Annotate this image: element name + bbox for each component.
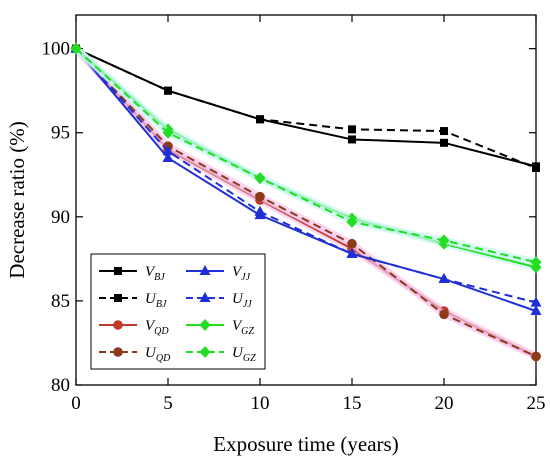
data-point — [530, 305, 542, 315]
series-line — [75, 47, 537, 304]
plot-frame — [75, 14, 537, 386]
x-axis-title: Exposure time (years) — [213, 432, 398, 456]
x-tick-label: 15 — [343, 393, 362, 414]
legend-label-subscript: QD — [154, 326, 169, 337]
legend-label-subscript: JJ — [241, 272, 250, 283]
series-line — [75, 47, 537, 264]
legend-label-subscript: JJ — [243, 299, 252, 310]
data-point — [254, 172, 266, 185]
data-point — [254, 205, 266, 216]
legend-swatch-marker — [199, 265, 211, 275]
axis-ticks: 0 5 10 15 20 25 80 85 90 95 100 — [42, 15, 546, 414]
data-point — [348, 135, 356, 144]
series-line — [75, 47, 537, 312]
legend-swatch-marker — [199, 292, 211, 302]
x-tick-label: 20 — [435, 393, 454, 414]
data-point — [346, 215, 358, 228]
x-tick-label: 10 — [251, 393, 270, 414]
legend-label-subscript: QD — [156, 353, 171, 364]
data-point — [162, 151, 174, 162]
data-point — [255, 191, 265, 202]
x-tick-label: 0 — [71, 393, 81, 414]
series-line — [75, 47, 537, 169]
data-point — [162, 145, 174, 156]
x-tick-label: 5 — [163, 393, 173, 414]
legend-swatch-marker — [199, 319, 211, 331]
data-point — [530, 256, 542, 269]
data-point — [440, 138, 448, 147]
x-tick-label: 25 — [527, 393, 546, 414]
series-layer — [70, 42, 542, 362]
series-u-gz — [70, 42, 542, 269]
y-tick-label: 80 — [51, 375, 70, 396]
data-point — [438, 234, 450, 247]
legend-swatch-marker — [199, 346, 211, 358]
data-point — [439, 309, 449, 320]
legend-label-subscript: GZ — [243, 353, 256, 364]
data-point — [531, 351, 541, 362]
series-v-gz — [70, 42, 542, 274]
data-point — [256, 115, 264, 124]
data-point — [348, 125, 356, 134]
data-point — [440, 127, 448, 136]
data-point — [347, 238, 357, 249]
legend-label-subscript: BJ — [154, 272, 165, 283]
y-tick-label: 95 — [51, 123, 70, 144]
data-point — [438, 273, 450, 284]
series-u-jj — [70, 42, 542, 307]
series-line — [75, 47, 537, 358]
legend-swatch-marker — [114, 267, 122, 275]
data-point — [164, 86, 172, 95]
y-tick-label: 85 — [51, 291, 70, 312]
data-point — [162, 126, 174, 139]
data-point — [346, 247, 358, 258]
legend-label-subscript: BJ — [156, 299, 167, 310]
data-point — [530, 296, 542, 307]
data-point — [70, 42, 82, 55]
data-point — [532, 164, 540, 173]
legend-swatch-marker — [114, 294, 122, 302]
y-axis-title: Decrease ratio (%) — [5, 121, 29, 278]
y-tick-label: 90 — [51, 207, 70, 228]
legend-swatch-marker — [113, 347, 123, 357]
legend-label-subscript: GZ — [241, 326, 254, 337]
legend-swatch-marker — [113, 320, 123, 330]
y-tick-label: 100 — [42, 39, 71, 60]
